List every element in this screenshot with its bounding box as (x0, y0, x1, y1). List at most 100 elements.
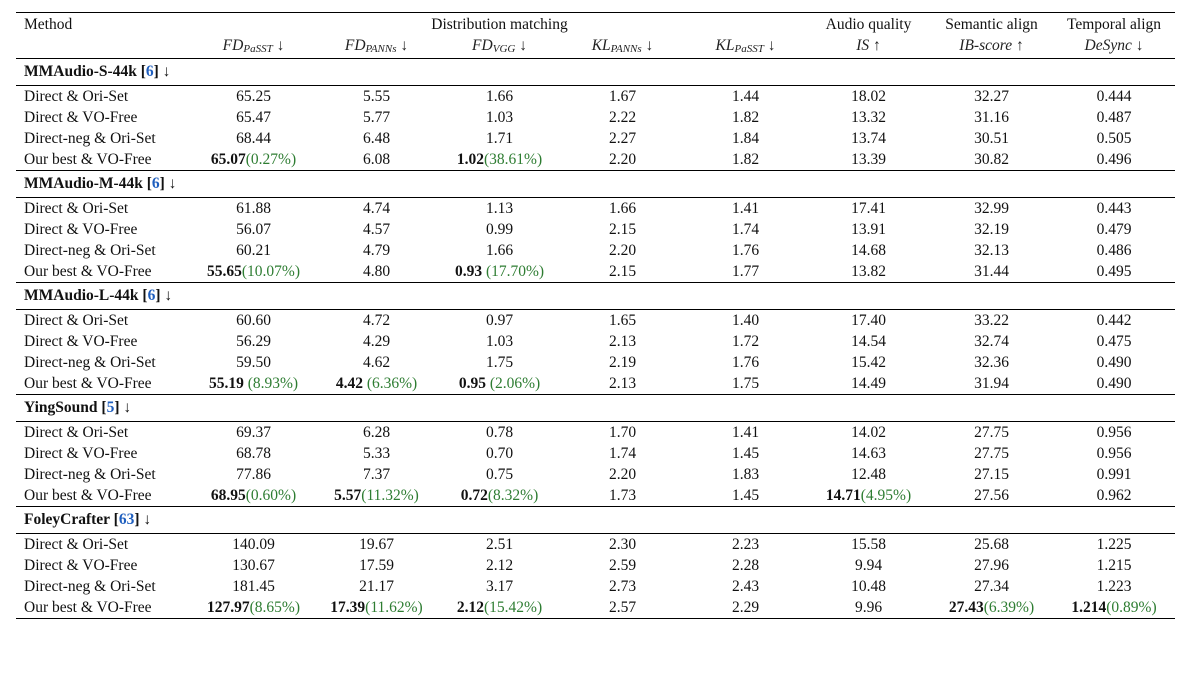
table-row: Direct & VO-Free 65.47 5.77 1.03 2.22 1.82 13.… (16, 107, 1175, 128)
metric-label: KLPaSST ↓ (716, 37, 776, 58)
table-row: Direct & VO-Free 130.67 17.59 2.12 2.59 2.28 9… (16, 555, 1175, 576)
metric-arrow: ↑ (1015, 37, 1024, 54)
improvement-percent: (0.60%) (245, 487, 297, 504)
value: 4.74 (362, 200, 391, 217)
value: 32.74 (974, 333, 1009, 350)
value-cell: 9.96 (807, 597, 931, 619)
value-cell: 5.33 (315, 443, 438, 464)
metric-arrow: ↓ (645, 37, 654, 54)
value-cell: 1.41 (684, 197, 808, 219)
value-cell: 27.34 (930, 576, 1053, 597)
best-value: 1.02 (456, 151, 484, 168)
value: 0.475 (1096, 333, 1132, 350)
value-cell: 4.72 (315, 309, 438, 331)
value-cell: 1.45 (684, 485, 807, 507)
value: 27.75 (974, 445, 1009, 462)
value: 32.36 (974, 354, 1009, 371)
value-cell: 1.74 (684, 219, 807, 240)
value-cell: 181.45 (192, 576, 315, 597)
value: 27.34 (974, 578, 1009, 595)
metric-subscript: PANNs (365, 43, 397, 55)
improvement-percent: (6.36%) (362, 375, 418, 392)
value: 0.991 (1096, 466, 1132, 483)
table-row: Our best & VO-Free 68.95(0.60%) 5.57(11.32… (16, 485, 1175, 507)
improvement-percent: (11.32%) (361, 487, 419, 504)
value: 17.41 (851, 200, 886, 217)
value: 27.56 (974, 487, 1009, 504)
section-title: MMAudio-L-44k [6] ↓ (16, 282, 1176, 310)
best-value: 0.72 (460, 487, 488, 504)
value: 2.12 (485, 557, 514, 574)
value-cell: 27.75 (930, 443, 1053, 464)
value: 1.66 (608, 200, 637, 217)
value-cell: 0.70 (438, 443, 561, 464)
value: 30.82 (974, 151, 1009, 168)
value: 77.86 (236, 466, 271, 483)
value: 5.77 (362, 109, 391, 126)
best-value: 55.19 (208, 375, 244, 392)
improvement-percent: (0.27%) (245, 151, 297, 168)
value: 2.15 (608, 221, 637, 238)
value-cell: 25.68 (930, 533, 1054, 555)
value-cell: 1.66 (561, 197, 684, 219)
value: 33.22 (974, 312, 1009, 329)
value-cell: 2.15 (561, 261, 684, 283)
value-cell: 65.47 (192, 107, 315, 128)
value: 140.09 (232, 536, 275, 553)
value: 4.57 (362, 221, 391, 238)
table-row: Direct-neg & Ori-Set 181.45 21.17 3.17 2.73 2… (16, 576, 1175, 597)
value-cell: 0.991 (1053, 464, 1175, 485)
best-value: 1.214 (1071, 599, 1107, 616)
value: 0.505 (1096, 130, 1132, 147)
value: 32.19 (974, 221, 1009, 238)
value: 0.78 (485, 424, 514, 441)
value-cell: 14.63 (807, 443, 930, 464)
method-cell: Direct & Ori-Set (16, 421, 192, 443)
value: 0.479 (1096, 221, 1132, 238)
header-group-row: Method Distribution matching Audio quali… (16, 12, 1176, 37)
value: 13.32 (851, 109, 886, 126)
value-cell: 56.07 (192, 219, 315, 240)
value: 1.67 (608, 88, 637, 105)
citation-link: 5 (106, 399, 115, 416)
value-cell: 32.99 (930, 197, 1054, 219)
section-title: MMAudio-S-44k [6] ↓ (16, 58, 1176, 86)
improvement-percent: (38.61%) (484, 151, 543, 168)
improvement-percent: (8.32%) (487, 487, 539, 504)
best-value: 68.95 (210, 487, 246, 504)
value: 2.73 (608, 578, 637, 595)
value-cell: 2.20 (561, 149, 684, 171)
metric-label: IB-score ↑ (959, 37, 1023, 55)
value: 6.48 (362, 130, 391, 147)
value-cell: 0.490 (1053, 373, 1175, 395)
value-cell: 0.444 (1053, 85, 1176, 107)
value: 1.74 (731, 221, 760, 238)
best-value: 0.95 (458, 375, 486, 392)
value-cell: 59.50 (192, 352, 315, 373)
metric-subscript: VGG (492, 43, 516, 55)
value-cell: 0.72(8.32%) (438, 485, 561, 507)
value-cell: 2.59 (561, 555, 684, 576)
value: 1.82 (731, 109, 760, 126)
value-cell: 10.48 (807, 576, 930, 597)
value: 10.48 (851, 578, 886, 595)
best-value: 14.71 (825, 487, 861, 504)
group-semantic-align: Semantic align (930, 12, 1054, 37)
value: 1.74 (608, 445, 637, 462)
value: 18.02 (851, 88, 886, 105)
method-header: Method (16, 12, 192, 37)
method-cell: Our best & VO-Free (16, 597, 192, 619)
value: 1.82 (731, 151, 760, 168)
method-cell: Our best & VO-Free (24, 487, 152, 504)
value: 0.443 (1096, 200, 1132, 217)
value-cell: 7.37 (315, 464, 438, 485)
value-cell: 15.42 (807, 352, 930, 373)
table-row: Direct-neg & Ori-Set 60.21 4.79 1.66 2.20 1.7… (16, 240, 1175, 261)
value-cell: 127.97(8.65%) (192, 597, 315, 619)
value: 61.88 (236, 200, 271, 217)
metric-header: IS ↑ (807, 37, 930, 59)
value: 1.03 (485, 109, 514, 126)
table-row: Our best & VO-Free 55.65(10.07%) 4.80 0.93 … (16, 261, 1175, 283)
value: 65.47 (236, 109, 271, 126)
value-cell: 1.45 (684, 443, 807, 464)
